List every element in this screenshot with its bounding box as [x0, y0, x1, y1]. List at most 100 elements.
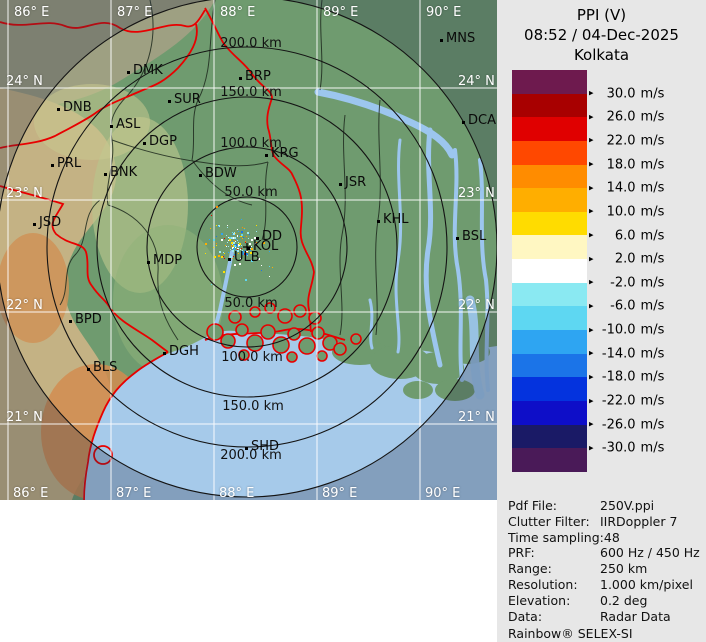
tick-arrow-icon: ▸: [589, 277, 594, 288]
radar-echo-layer: [205, 206, 273, 285]
legend-band: [512, 259, 587, 283]
scan-info-list: Pdf File: 250V.ppi Clutter Filter: IIRDoppl…: [508, 498, 702, 624]
legend-tick: ▸ -18.0 m/s: [589, 370, 664, 385]
tick-unit: m/s: [640, 228, 665, 244]
info-label: Data:: [508, 608, 543, 624]
legend-tick: ▸ 14.0 m/s: [589, 181, 664, 196]
city-label: DD: [262, 229, 283, 244]
info-label: PRF:: [508, 545, 535, 561]
tick-value: 30.0: [606, 86, 636, 102]
tick-unit: m/s: [640, 369, 665, 385]
tick-arrow-icon: ▸: [589, 230, 594, 241]
range-ring-label: 150.0 km: [220, 85, 282, 100]
legend-tick: ▸ 2.0 m/s: [589, 252, 664, 267]
tick-unit: m/s: [640, 204, 665, 220]
range-ring-label: 150.0 km: [222, 399, 284, 414]
tick-unit: m/s: [640, 86, 665, 102]
info-row: Pdf File: 250V.ppi: [508, 498, 702, 514]
info-value: Radar Data: [600, 608, 671, 624]
city-dot: [245, 447, 248, 450]
city-label: BLS: [93, 360, 118, 375]
city-label: SUR: [174, 92, 201, 107]
city-label: SHD: [251, 439, 280, 454]
latlon-grid: [0, 0, 497, 500]
city-dot: [228, 258, 231, 261]
city-dot: [69, 320, 72, 323]
city-dot: [377, 220, 380, 223]
city-label: JSD: [39, 215, 62, 230]
grid-lon-label-bottom: 88° E: [219, 486, 255, 500]
info-label: Range:: [508, 561, 552, 577]
tick-value: -22.0: [601, 393, 636, 409]
city-label: ULB: [234, 250, 260, 265]
tick-arrow-icon: ▸: [589, 372, 594, 383]
legend-band: [512, 188, 587, 212]
city-label: MDP: [153, 253, 183, 268]
legend-tick: ▸ -14.0 m/s: [589, 346, 664, 361]
legend-tick: ▸ -2.0 m/s: [589, 275, 664, 290]
tick-unit: m/s: [640, 275, 665, 291]
info-row: Range: 250 km: [508, 561, 702, 577]
tick-arrow-icon: ▸: [589, 112, 594, 123]
legend-band: [512, 400, 587, 425]
range-ring-label: 50.0 km: [224, 296, 278, 311]
city-dot: [168, 100, 171, 103]
range-ring-label: 100.0 km: [220, 136, 282, 151]
legend-band: [512, 140, 587, 165]
city-dot: [339, 183, 342, 186]
range-ring-label: 200.0 km: [220, 36, 282, 51]
city-label: DGH: [169, 344, 199, 359]
city-dot: [51, 164, 54, 167]
city-label: DGP: [149, 134, 177, 149]
grid-lon-label-bottom: 86° E: [13, 486, 49, 500]
tick-value: -30.0: [601, 440, 636, 456]
city-dot: [199, 174, 202, 177]
city-label: ASL: [116, 117, 141, 132]
info-label: Resolution:: [508, 576, 578, 592]
info-row: Clutter Filter: IIRDoppler 7: [508, 514, 702, 530]
grid-lat-label-left: 21° N: [6, 410, 43, 425]
info-label: Time sampling:: [508, 529, 604, 545]
city-dot: [57, 108, 60, 111]
city-label: MNS: [446, 31, 476, 46]
city-dot: [110, 125, 113, 128]
city-label: DCA: [468, 113, 496, 128]
tick-value: 10.0: [606, 204, 636, 220]
panel-title-block: PPI (V) 08:52 / 04-Dec-2025 Kolkata: [497, 5, 706, 65]
grid-lon-label-bottom: 87° E: [116, 486, 152, 500]
city-label: JSR: [345, 175, 367, 190]
tick-value: -6.0: [610, 298, 636, 314]
city-label: PRL: [57, 156, 82, 171]
tick-value: 26.0: [606, 109, 636, 125]
tick-unit: m/s: [640, 298, 665, 314]
tick-unit: m/s: [640, 157, 665, 173]
velocity-colorbar: [512, 70, 587, 472]
legend-band: [512, 235, 587, 260]
legend-tick: ▸ -10.0 m/s: [589, 323, 664, 338]
range-ring-label: 100.0 km: [221, 350, 283, 365]
info-row: PRF: 600 Hz / 450 Hz: [508, 545, 702, 561]
grid-lon-label-bottom: 90° E: [425, 486, 461, 500]
legend-band: [512, 377, 587, 401]
legend-band: [512, 164, 587, 189]
info-row: Data: Radar Data: [508, 609, 702, 625]
city-label: DNB: [63, 100, 92, 115]
info-label: Elevation:: [508, 592, 571, 608]
legend-tick: ▸ 26.0 m/s: [589, 110, 664, 125]
scan-datetime: 08:52 / 04-Dec-2025: [524, 26, 679, 44]
tick-unit: m/s: [640, 440, 665, 456]
city-label: BPD: [75, 312, 102, 327]
tick-value: -2.0: [610, 275, 636, 291]
sundarbans-estuaries: [206, 302, 362, 363]
city-dot: [462, 121, 465, 124]
map-terrain-svg: [0, 0, 497, 500]
tick-unit: m/s: [640, 393, 665, 409]
legend-band: [512, 353, 587, 378]
city-label: BRP: [245, 69, 271, 84]
range-ring-label: 200.0 km: [220, 448, 282, 463]
legend-tick: ▸ -30.0 m/s: [589, 441, 664, 456]
tick-arrow-icon: ▸: [589, 135, 594, 146]
tick-arrow-icon: ▸: [589, 254, 594, 265]
city-dot: [256, 237, 259, 240]
